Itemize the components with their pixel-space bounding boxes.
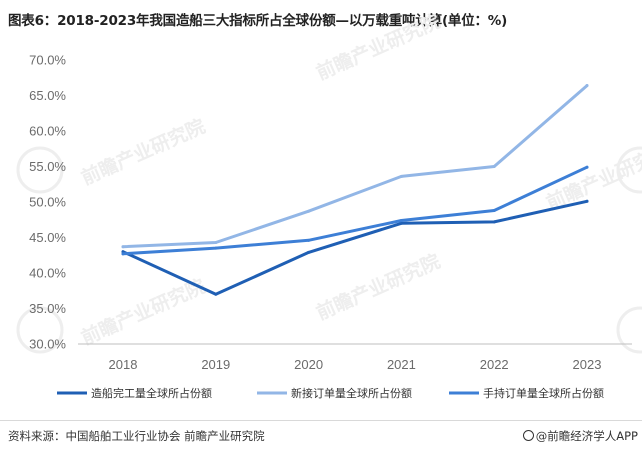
data-point [307,250,311,254]
line-chart: 前瞻产业研究院 前瞻产业研究院 前瞻产业研究院 前瞻产业研究院 前瞻产业研究院 … [16,9,642,400]
y-tick-label: 65.0% [29,88,66,103]
data-point [399,218,403,222]
data-point [399,174,403,178]
x-tick-label: 2020 [294,357,323,372]
y-tick-label: 55.0% [29,159,66,174]
data-point [585,84,589,88]
watermark-text: 前瞻产业研究院 [78,114,209,189]
y-tick-label: 70.0% [29,53,66,68]
x-tick-label: 2021 [387,357,416,372]
x-tick-label: 2019 [201,357,230,372]
legend-label: 新接订单量全球所占份额 [291,386,412,400]
brand-credit: @前瞻经济学人APP [522,428,638,444]
data-point [214,240,218,244]
x-tick-label: 2018 [109,357,138,372]
chart-title: 图表6：2018-2023年我国造船三大指标所占全球份额—以万载重吨计算(单位：… [8,13,508,29]
y-tick-label: 45.0% [29,230,66,245]
source-note: 资料来源：中国船舶工业行业协会 前瞻产业研究院 [8,429,265,443]
x-tick-label: 2022 [480,357,509,372]
legend-label: 造船完工量全球所占份额 [91,386,212,400]
series-layer [121,84,589,296]
brand-label: @前瞻经济学人APP [535,429,638,443]
y-tick-label: 60.0% [29,124,66,139]
watermark-layer: 前瞻产业研究院 前瞻产业研究院 前瞻产业研究院 前瞻产业研究院 前瞻产业研究院 [16,9,642,354]
data-point [585,199,589,203]
data-point [492,220,496,224]
data-point [399,221,403,225]
watermark-text: 前瞻产业研究院 [313,249,444,324]
watermark-logo [16,146,642,354]
y-axis: 30.0% 35.0% 40.0% 45.0% 50.0% 55.0% 60.0% 65.0%… [29,53,66,352]
data-point [214,246,218,250]
data-point [307,238,311,242]
series-line-2 [121,84,589,249]
series-line-3 [121,165,589,256]
data-point [492,209,496,213]
x-axis: 2018 2019 2020 2021 2022 2023 [109,357,602,372]
footer-divider [0,420,642,421]
y-tick-label: 35.0% [29,301,66,316]
data-point [492,165,496,168]
data-point [121,252,125,256]
data-point [121,245,125,249]
brand-logo-icon [522,430,534,441]
y-tick-label: 50.0% [29,195,66,210]
data-point [307,209,311,213]
data-point [214,292,218,296]
data-point [585,165,589,169]
x-tick-label: 2023 [573,357,602,372]
legend: 造船完工量全球所占份额 新接订单量全球所占份额 手持订单量全球所占份额 [57,386,604,400]
series-line-1 [121,199,589,296]
legend-label: 手持订单量全球所占份额 [483,386,604,400]
y-tick-label: 40.0% [29,266,66,281]
y-tick-label: 30.0% [29,337,66,352]
watermark-text: 前瞻产业研究院 [78,274,209,349]
watermark-text: 前瞻产业研究院 [313,9,444,84]
